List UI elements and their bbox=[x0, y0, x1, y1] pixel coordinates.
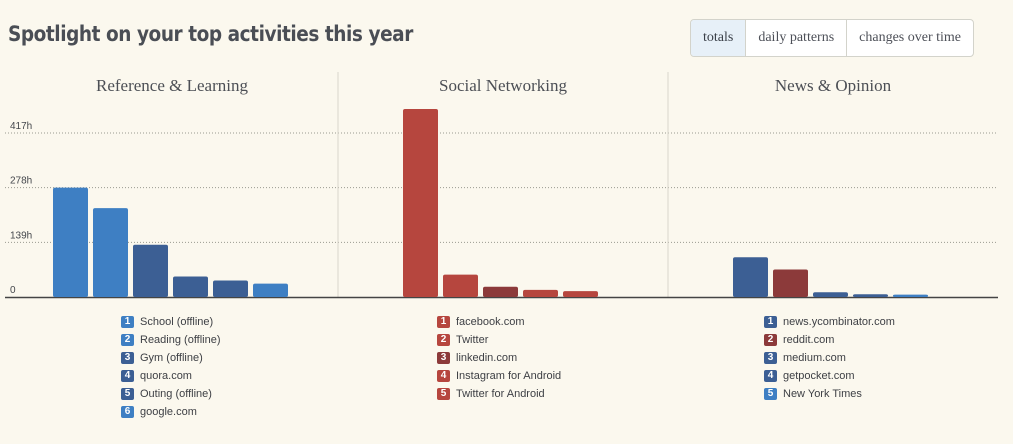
view-tabs: totals daily patterns changes over time bbox=[690, 19, 975, 57]
legend-label: medium.com bbox=[783, 352, 846, 364]
tab-totals[interactable]: totals bbox=[691, 20, 747, 56]
rank-badge: 2 bbox=[764, 334, 777, 346]
legend-item: 5 Twitter for Android bbox=[437, 385, 561, 403]
legend-item: 3 medium.com bbox=[764, 349, 895, 367]
bar bbox=[483, 286, 518, 297]
legend-label: Outing (offline) bbox=[140, 388, 212, 400]
legend-item: 2 Reading (offline) bbox=[121, 331, 221, 349]
legend-item: 2 reddit.com bbox=[764, 331, 895, 349]
y-tick-label: 417h bbox=[10, 121, 32, 132]
bar bbox=[733, 257, 768, 297]
rank-badge: 5 bbox=[764, 388, 777, 400]
y-tick-label: 139h bbox=[10, 230, 32, 241]
legend-item: 4 quora.com bbox=[121, 367, 221, 385]
legend-label: New York Times bbox=[783, 388, 862, 400]
legend-label: linkedin.com bbox=[456, 352, 518, 364]
legend-item: 3 linkedin.com bbox=[437, 349, 561, 367]
legend-label: Reading (offline) bbox=[140, 334, 221, 346]
activities-chart: 0 139h 278h 417h Reference & Learning Social … bbox=[5, 72, 998, 299]
legend-item: 3 Gym (offline) bbox=[121, 349, 221, 367]
bar bbox=[403, 109, 438, 298]
legend-label: google.com bbox=[140, 406, 197, 418]
bar bbox=[523, 289, 558, 297]
panel-title: Reference & Learning bbox=[96, 76, 248, 95]
legend-label: facebook.com bbox=[456, 316, 525, 328]
rank-badge: 5 bbox=[121, 388, 134, 400]
bar bbox=[563, 291, 598, 297]
rank-badge: 5 bbox=[437, 388, 450, 400]
legend-item: 4 Instagram for Android bbox=[437, 367, 561, 385]
legend-item: 5 New York Times bbox=[764, 385, 895, 403]
rank-badge: 4 bbox=[121, 370, 134, 382]
bar bbox=[213, 280, 248, 297]
bar bbox=[173, 276, 208, 297]
legend-label: reddit.com bbox=[783, 334, 835, 346]
rank-badge: 6 bbox=[121, 406, 134, 418]
y-tick-label: 278h bbox=[10, 176, 32, 187]
rank-badge: 1 bbox=[121, 316, 134, 328]
rank-badge: 3 bbox=[764, 352, 777, 364]
rank-badge: 2 bbox=[437, 334, 450, 346]
y-tick-label: 0 bbox=[10, 285, 16, 296]
legend-label: getpocket.com bbox=[783, 370, 855, 382]
rank-badge: 1 bbox=[764, 316, 777, 328]
legend-item: 1 School (offline) bbox=[121, 313, 221, 331]
bar bbox=[93, 208, 128, 297]
legend-item: 2 Twitter bbox=[437, 331, 561, 349]
bar bbox=[133, 244, 168, 297]
legend-label: School (offline) bbox=[140, 316, 214, 328]
page-title: Spotlight on your top activities this ye… bbox=[8, 22, 413, 46]
panel-title: Social Networking bbox=[439, 76, 567, 95]
rank-badge: 3 bbox=[437, 352, 450, 364]
bar bbox=[893, 294, 928, 297]
legend-label: Twitter for Android bbox=[456, 388, 545, 400]
bar bbox=[853, 294, 888, 297]
legend-label: news.ycombinator.com bbox=[783, 316, 895, 328]
tab-changes-over-time[interactable]: changes over time bbox=[859, 30, 962, 45]
legend-item: 5 Outing (offline) bbox=[121, 385, 221, 403]
legend-reference-learning: 1 School (offline) 2 Reading (offline) 3 Gym … bbox=[121, 313, 221, 421]
legend-label: quora.com bbox=[140, 370, 192, 382]
bar bbox=[773, 269, 808, 297]
legend-label: Twitter bbox=[456, 334, 489, 346]
legend-item: 1 facebook.com bbox=[437, 313, 561, 331]
rank-badge: 2 bbox=[121, 334, 134, 346]
panel-title: News & Opinion bbox=[775, 76, 892, 95]
legend-item: 1 news.ycombinator.com bbox=[764, 313, 895, 331]
bar bbox=[813, 292, 848, 297]
bar bbox=[53, 187, 88, 297]
legend-item: 6 google.com bbox=[121, 403, 221, 421]
legend-social-networking: 1 facebook.com 2 Twitter 3 linkedin.com 4 Insta… bbox=[437, 313, 561, 403]
bar bbox=[443, 274, 478, 297]
rank-badge: 4 bbox=[437, 370, 450, 382]
rank-badge: 3 bbox=[121, 352, 134, 364]
bar bbox=[253, 283, 288, 297]
legend-item: 4 getpocket.com bbox=[764, 367, 895, 385]
legend-label: Gym (offline) bbox=[140, 352, 203, 364]
legend-label: Instagram for Android bbox=[456, 370, 562, 382]
legend-news-opinion: 1 news.ycombinator.com 2 reddit.com 3 medium.… bbox=[764, 313, 895, 403]
rank-badge: 4 bbox=[764, 370, 777, 382]
rank-badge: 1 bbox=[437, 316, 450, 328]
tab-daily-patterns[interactable]: daily patterns bbox=[746, 20, 848, 56]
